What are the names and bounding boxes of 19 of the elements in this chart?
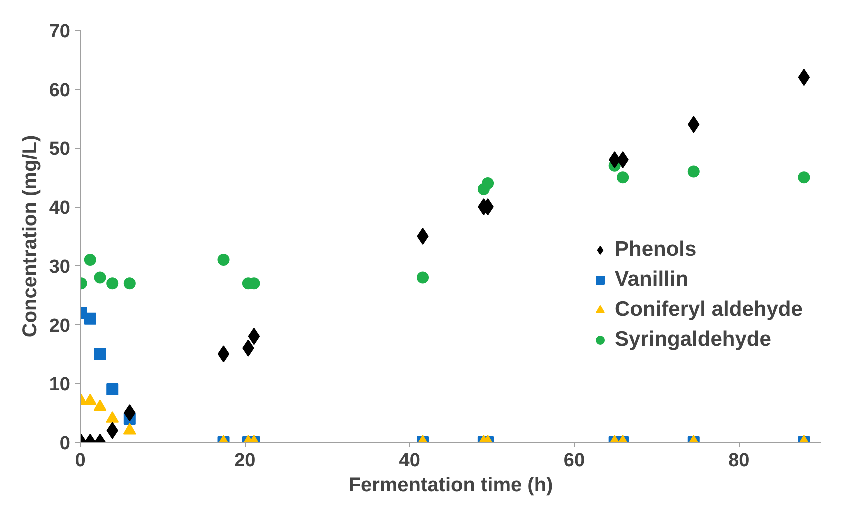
y-tick-label: 60 bbox=[49, 80, 71, 102]
x-tick-label: 60 bbox=[564, 450, 586, 472]
y-tick-label: 50 bbox=[49, 139, 71, 160]
legend-label: Coniferyl aldehyde bbox=[615, 298, 803, 322]
legend-label: Vanillin bbox=[615, 268, 689, 292]
x-tick-label: 20 bbox=[234, 450, 256, 472]
x-tick-label: 80 bbox=[728, 450, 750, 472]
y-tick-label: 10 bbox=[49, 374, 71, 396]
legend-label: Phenols bbox=[615, 238, 697, 262]
x-tick-label: 0 bbox=[75, 450, 86, 472]
y-axis-title: Concentration (mg/L) bbox=[19, 135, 42, 338]
y-tick-label: 40 bbox=[49, 198, 71, 220]
y-tick-label: 20 bbox=[49, 316, 71, 337]
x-axis-title: Fermentation time (h) bbox=[348, 474, 554, 496]
y-tick-label: 0 bbox=[60, 434, 71, 454]
x-tick-label: 40 bbox=[399, 450, 420, 472]
y-tick-label: 70 bbox=[49, 22, 71, 42]
legend-label: Syringaldehyde bbox=[615, 328, 772, 352]
y-tick-label: 30 bbox=[49, 256, 71, 278]
